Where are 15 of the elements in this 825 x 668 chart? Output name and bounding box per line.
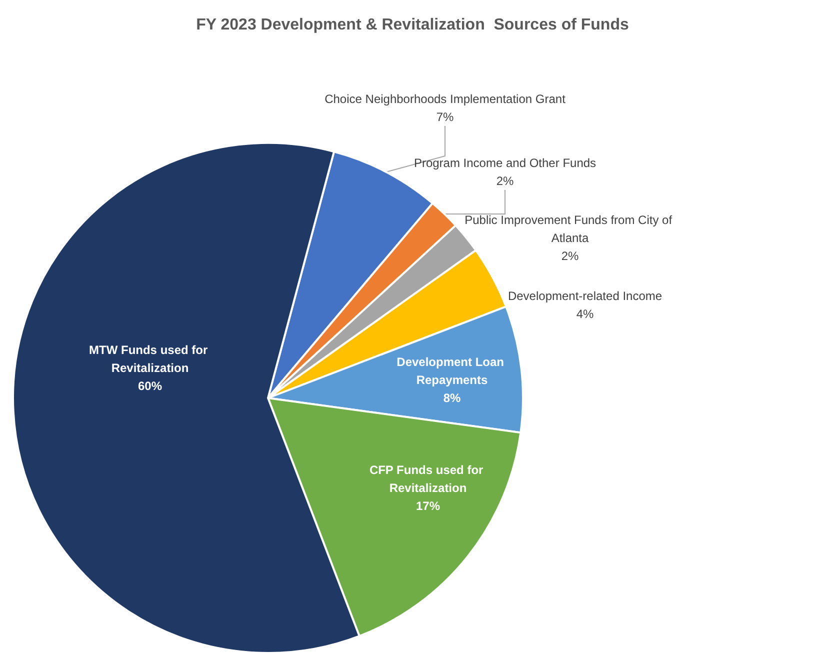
slice-label: Development Loan Repayments bbox=[396, 355, 508, 387]
data-label: 8% bbox=[443, 391, 461, 405]
slice-label: Choice Neighborhoods Implementation Grant bbox=[324, 92, 566, 106]
data-label: 17% bbox=[416, 499, 440, 513]
data-label: 2% bbox=[561, 249, 579, 263]
chart-title: FY 2023 Development & Revitalization Sources of Funds bbox=[196, 16, 629, 34]
data-label: 2% bbox=[496, 174, 514, 188]
slice-label: Program Income and Other Funds bbox=[414, 156, 596, 170]
slice-label: CFP Funds used for Revitalization bbox=[369, 463, 487, 495]
data-label: 60% bbox=[138, 379, 162, 393]
slice-label: MTW Funds used for Revitalization bbox=[89, 343, 211, 375]
data-label: 4% bbox=[576, 307, 594, 321]
data-label: 7% bbox=[436, 110, 454, 124]
slice-label: Public Improvement Funds from City of Atlanta bbox=[464, 213, 676, 245]
slice-label: Development-related Income bbox=[508, 289, 662, 303]
